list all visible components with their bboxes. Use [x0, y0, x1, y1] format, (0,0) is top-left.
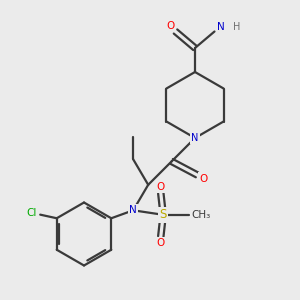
Text: H: H [233, 22, 241, 32]
Text: O: O [157, 182, 165, 192]
Text: S: S [160, 208, 167, 221]
Text: O: O [166, 21, 174, 31]
Text: Cl: Cl [27, 208, 37, 218]
Text: N: N [217, 22, 225, 32]
Text: O: O [157, 238, 165, 248]
Text: N: N [129, 205, 137, 215]
Text: N: N [191, 133, 199, 143]
Text: H: H [154, 183, 161, 192]
Text: CH₃: CH₃ [191, 210, 210, 220]
Text: O: O [200, 173, 208, 184]
